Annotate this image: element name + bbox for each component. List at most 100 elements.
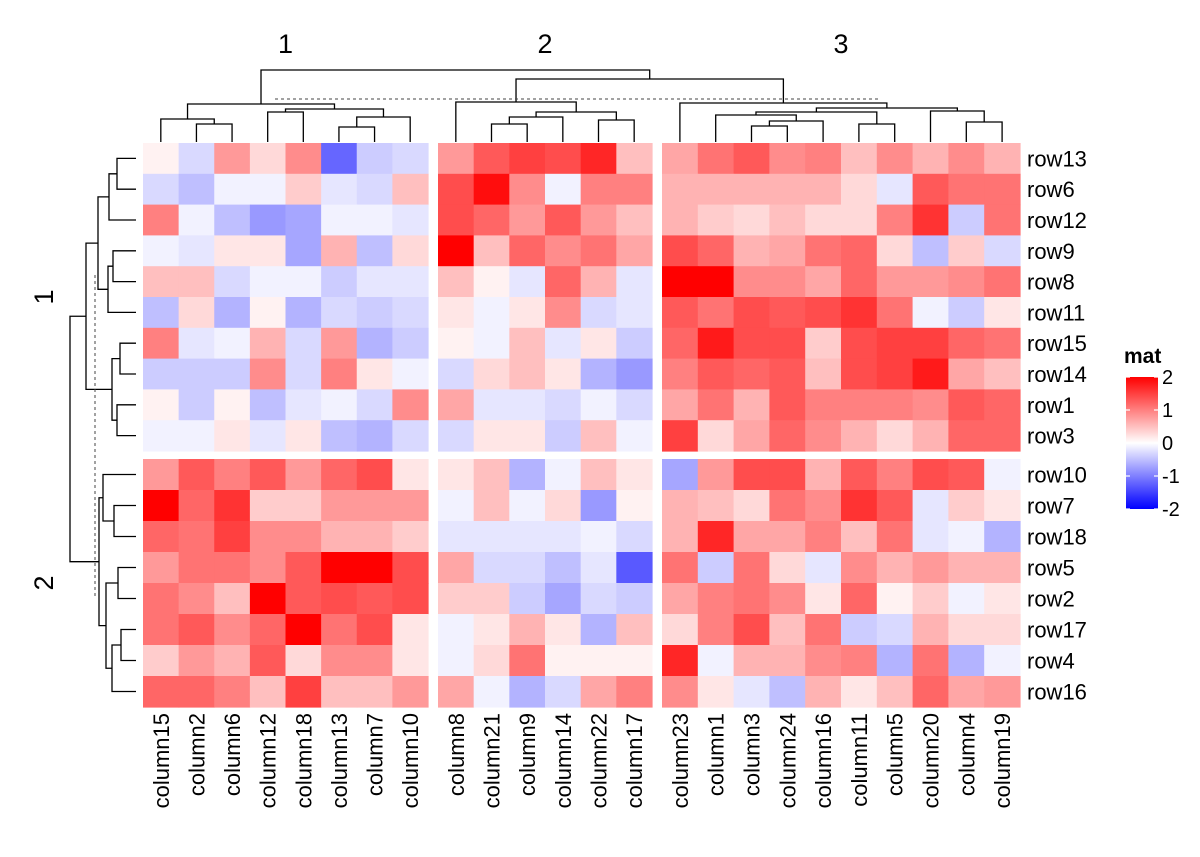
heatmap-cell-row7-column6 [214, 490, 251, 522]
column-dendrogram-link-1 [160, 118, 215, 142]
heatmap-cell-row10-column18 [285, 459, 322, 491]
heatmap-cell-row17-column14 [545, 614, 582, 646]
heatmap-cell-row8-column16 [805, 266, 842, 298]
heatmap-cell-row7-column19 [984, 490, 1021, 522]
heatmap-cell-row11-column20 [912, 297, 949, 329]
heatmap-cell-row1-column1 [697, 389, 735, 421]
column-label-column9: column9 [515, 713, 540, 796]
heatmap-cell-row4-column8 [438, 645, 475, 677]
heatmap-cell-row2-column6 [214, 583, 251, 615]
heatmap-cell-row1-column8 [438, 389, 475, 421]
row-label-row16: row16 [1027, 680, 1087, 705]
heatmap-cell-row2-column11 [841, 583, 878, 615]
row-label-row5: row5 [1027, 556, 1075, 581]
heatmap-cell-row3-column11 [841, 420, 878, 452]
heatmap-cell-row14-column23 [662, 358, 699, 390]
heatmap-cell-row9-column20 [912, 235, 949, 267]
heatmap-cell-row13-column8 [438, 143, 475, 175]
heatmap-cell-row13-column10 [392, 143, 429, 175]
heatmap-cell-row6-column12 [249, 173, 287, 206]
heatmap-cell-row2-column18 [285, 583, 322, 615]
row-dendrogram-link-10 [102, 473, 136, 522]
heatmap-cell-row8-column21 [473, 266, 510, 298]
heatmap-cell-row7-column18 [285, 490, 322, 522]
heatmap-cell-row13-column11 [841, 143, 878, 175]
heatmap-cell-row16-column13 [321, 676, 358, 708]
heatmap-cell-row15-column20 [912, 327, 949, 360]
column-label-column17: column17 [622, 713, 647, 808]
heatmap-cell-row8-column9 [509, 266, 546, 298]
heatmap-cell-row5-column16 [805, 552, 842, 584]
heatmap-cell-row18-column16 [805, 521, 842, 553]
heatmap-cell-row18-column13 [321, 521, 358, 553]
heatmap-cell-row11-column11 [841, 297, 878, 329]
heatmap-cell-row18-column14 [545, 521, 582, 553]
column-dendrogram-link-12 [750, 125, 788, 142]
heatmap-cell-row18-column19 [984, 521, 1021, 553]
heatmap-cell-row14-column18 [285, 358, 322, 390]
heatmap-cell-row5-column24 [769, 552, 806, 584]
heatmap-cell-row14-column2 [178, 358, 215, 390]
column-dendrogram-link-5 [284, 108, 385, 117]
heatmap-cell-row6-column9 [509, 173, 546, 206]
heatmap-cell-row2-column21 [473, 583, 510, 615]
heatmap-cell-row3-column20 [912, 420, 949, 452]
heatmap-cell-row1-column2 [178, 389, 215, 421]
heatmap-cell-row12-column20 [912, 204, 949, 236]
heatmap-cell-row16-column17 [616, 676, 653, 708]
heatmap-cell-row12-column7 [356, 204, 393, 236]
heatmap-cell-row8-column17 [616, 266, 653, 298]
heatmap-cell-row6-column24 [769, 173, 806, 206]
row-label-row17: row17 [1027, 618, 1087, 643]
heatmap-cell-row2-column23 [662, 583, 699, 615]
heatmap-cell-row16-column10 [392, 676, 429, 708]
heatmap-cell-row15-column16 [805, 327, 842, 360]
heatmap-cell-row16-column21 [473, 676, 510, 708]
heatmap-cell-row1-column22 [580, 389, 617, 421]
heatmap-cell-row17-column1 [697, 614, 735, 646]
column-label-column2: column2 [184, 713, 209, 796]
heatmap-cell-row2-column17 [616, 583, 653, 615]
heatmap-cell-row3-column14 [545, 420, 582, 452]
heatmap-cell-row2-column10 [392, 583, 429, 615]
heatmap-cell-row13-column14 [545, 143, 582, 175]
heatmap-cell-row6-column1 [697, 173, 735, 206]
heatmap-cell-row12-column24 [769, 204, 806, 236]
heatmap-cell-row8-column8 [438, 266, 475, 298]
heatmap-cell-row12-column19 [984, 204, 1021, 236]
heatmap-cell-row12-column21 [473, 204, 510, 236]
heatmap-cell-row12-column4 [948, 204, 985, 236]
heatmap-cell-row5-column1 [697, 552, 735, 584]
row-split-label-1: 1 [29, 289, 59, 304]
heatmap-cell-row4-column19 [984, 645, 1021, 677]
heatmap-cell-row1-column17 [616, 389, 653, 421]
heatmap-cell-row18-column9 [509, 521, 546, 553]
heatmap-cell-row1-column23 [662, 389, 699, 421]
heatmap-cell-row16-column15 [143, 676, 180, 708]
column-label-column20: column20 [919, 713, 944, 808]
heatmap-cell-row10-column15 [143, 459, 180, 491]
column-label-column11: column11 [847, 713, 872, 807]
heatmap-cell-row13-column6 [214, 143, 251, 175]
heatmap-cell-row11-column10 [392, 297, 429, 329]
heatmap-cell-row4-column6 [214, 645, 251, 677]
heatmap-cell-row6-column17 [616, 173, 653, 206]
heatmap-cell-row7-column12 [249, 490, 287, 522]
heatmap-cell-row2-column20 [912, 583, 949, 615]
heatmap-cell-row18-column4 [948, 521, 985, 553]
heatmap-cell-row9-column4 [948, 235, 985, 267]
heatmap-cell-row18-column17 [616, 521, 653, 553]
heatmap-cell-row2-column8 [438, 583, 475, 615]
heatmap-cell-row2-column14 [545, 583, 582, 615]
row-dendrogram-link-1 [108, 173, 136, 221]
heatmap-cell-row2-column16 [805, 583, 842, 615]
heatmap-cell-row11-column1 [697, 297, 735, 329]
column-label-column10: column10 [398, 713, 423, 808]
heatmap-cell-row11-column18 [285, 297, 322, 329]
heatmap-cell-row18-column5 [876, 521, 914, 553]
heatmap-cell-row11-column22 [580, 297, 617, 329]
heatmap-cell-row3-column23 [662, 420, 699, 452]
heatmap-cell-row12-column6 [214, 204, 251, 236]
row-label-row10: row10 [1027, 463, 1087, 488]
heatmap-cell-row13-column16 [805, 143, 842, 175]
